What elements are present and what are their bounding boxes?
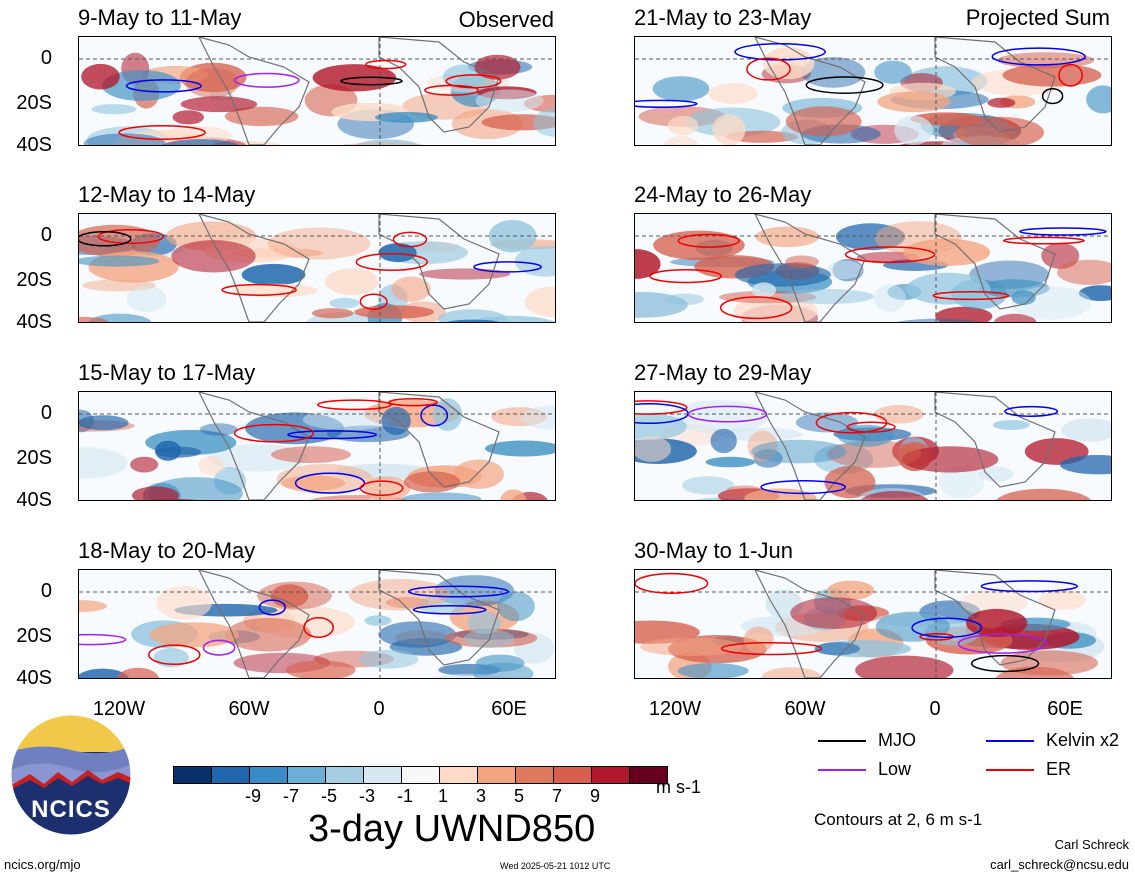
map-panel	[634, 569, 1112, 679]
legend-label-kelvin: Kelvin x2	[1046, 730, 1120, 750]
colorbar-tick-label: 7	[551, 786, 562, 806]
lon-label-60w: 60W	[784, 698, 826, 720]
lon-label-60w: 60W	[228, 698, 270, 720]
wind-field	[635, 570, 1111, 678]
logo-text: NCICS	[31, 796, 111, 823]
panel-tag: Observed	[458, 7, 554, 32]
legend-line-low	[818, 769, 866, 771]
lat-label-40s: 40S	[16, 489, 52, 511]
lat-label-0: 0	[40, 47, 52, 69]
colorbar-tick-label: 1	[437, 786, 448, 806]
wind-field	[79, 392, 555, 500]
colorbar-cell	[287, 766, 326, 784]
lat-label-0: 0	[40, 224, 52, 246]
lat-label-0: 0	[40, 580, 52, 602]
colorbar-cell	[439, 766, 478, 784]
lon-label-120w: 120W	[92, 698, 146, 720]
wind-field	[635, 214, 1111, 322]
lat-label-40s: 40S	[16, 311, 52, 333]
footer-email: carl_schreck@ncsu.edu	[990, 857, 1129, 872]
colorbar-cell	[515, 766, 554, 784]
map-panel	[634, 36, 1112, 146]
colorbar-tick-label: 5	[513, 786, 524, 806]
lat-label-20s: 20S	[16, 269, 52, 291]
panel-tag: Projected Sum	[965, 5, 1110, 30]
legend-line-er	[986, 769, 1034, 771]
panel-title: 27-May to 29-May	[634, 360, 812, 385]
colorbar-tick-label: 3	[475, 786, 486, 806]
colorbar-tick-label: -9	[244, 786, 261, 806]
colorbar-cell	[173, 766, 212, 784]
colorbar-tick-label: -3	[358, 786, 375, 806]
lat-label-0: 0	[40, 402, 52, 424]
wind-field	[79, 37, 555, 145]
legend-line-mjo	[818, 740, 866, 742]
footer-url: ncics.org/mjo	[4, 857, 81, 872]
colorbar-cell	[249, 766, 288, 784]
lat-label-20s: 20S	[16, 447, 52, 469]
panel-title: 24-May to 26-May	[634, 182, 812, 207]
legend-label-low: Low	[878, 759, 912, 779]
lon-label-0: 0	[373, 698, 385, 720]
colorbar-cell	[363, 766, 402, 784]
lat-label-40s: 40S	[16, 134, 52, 156]
map-panel	[634, 391, 1112, 501]
ncics-logo: NCICS	[10, 714, 132, 836]
colorbar-cell	[477, 766, 516, 784]
lon-label-120w: 120W	[648, 698, 702, 720]
map-panel	[78, 569, 556, 679]
panel-title: 12-May to 14-May	[78, 182, 256, 207]
colorbar-cell	[629, 766, 668, 784]
colorbar-units: m s-1	[656, 777, 701, 797]
colorbar-cell	[553, 766, 592, 784]
colorbar-tick-label: -7	[282, 786, 299, 806]
panel-title: 18-May to 20-May	[78, 538, 256, 563]
map-panel	[78, 36, 556, 146]
colorbar-tick-label: -1	[396, 786, 413, 806]
colorbar-tick-label: 9	[589, 786, 600, 806]
wind-field	[635, 37, 1111, 145]
panel-title: 21-May to 23-May	[634, 5, 812, 30]
legend-line-kelvin	[986, 740, 1034, 742]
map-panel	[78, 391, 556, 501]
contour-note: Contours at 2, 6 m s-1	[814, 810, 983, 829]
legend-label-mjo: MJO	[878, 730, 916, 750]
colorbar-cell	[325, 766, 364, 784]
lat-label-20s: 20S	[16, 625, 52, 647]
colorbar-cell	[591, 766, 630, 784]
colorbar-cell	[211, 766, 250, 784]
lon-label-60e: 60E	[1047, 698, 1083, 720]
map-panel	[78, 213, 556, 323]
lat-label-40s: 40S	[16, 667, 52, 689]
footer-author: Carl Schreck	[1054, 837, 1129, 852]
main-title: 3-day UWND850	[308, 808, 596, 850]
lon-label-0: 0	[929, 698, 941, 720]
panel-title: 9-May to 11-May	[78, 5, 242, 30]
map-panel	[634, 213, 1112, 323]
colorbar-tick-label: -5	[320, 786, 337, 806]
footer-timestamp: Wed 2025-05-21 1012 UTC	[500, 861, 611, 871]
panel-title: 30-May to 1-Jun	[634, 538, 793, 563]
lon-label-60e: 60E	[491, 698, 527, 720]
colorbar-cell	[401, 766, 440, 784]
lat-label-20s: 20S	[16, 92, 52, 114]
wind-field	[79, 570, 555, 678]
wind-field	[635, 392, 1111, 500]
wind-field	[79, 214, 555, 322]
legend-label-er: ER	[1046, 759, 1072, 779]
panel-title: 15-May to 17-May	[78, 360, 256, 385]
